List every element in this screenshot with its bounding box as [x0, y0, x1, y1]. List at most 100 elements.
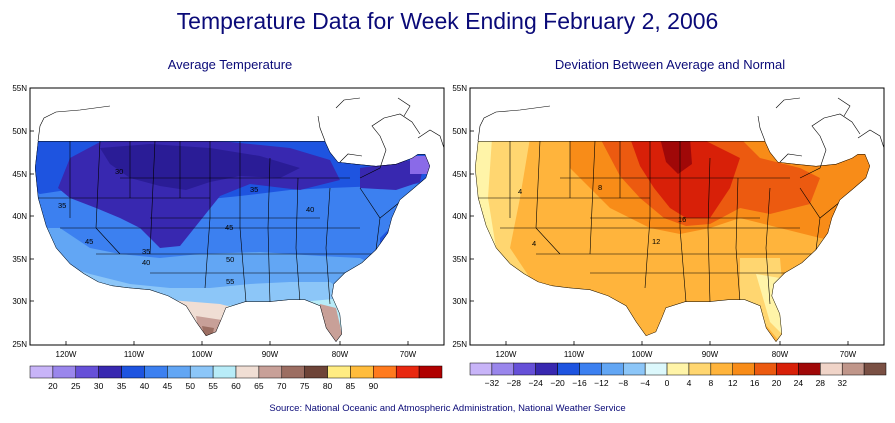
legend-label: 0	[665, 378, 670, 388]
svg-text:90W: 90W	[262, 350, 279, 359]
legend-label: −20	[550, 378, 565, 388]
legend-swatch	[99, 366, 122, 378]
legend-swatch	[579, 363, 601, 375]
legend-label: 45	[163, 381, 173, 391]
svg-text:40: 40	[306, 205, 314, 214]
average-temperature-legend: 20 25 30 35 40 45 50 55 60 65 70 75 80 85 90	[30, 366, 442, 391]
legend-swatch	[350, 366, 373, 378]
svg-text:50N: 50N	[12, 127, 27, 136]
legend-swatch	[558, 363, 580, 375]
legend-label: 8	[708, 378, 713, 388]
svg-text:4: 4	[532, 239, 536, 248]
svg-text:45N: 45N	[12, 170, 27, 179]
legend-label: 24	[794, 378, 804, 388]
legend-swatch	[623, 363, 645, 375]
legend-swatch	[470, 363, 492, 375]
svg-text:40N: 40N	[452, 212, 467, 221]
legend-swatch	[419, 366, 442, 378]
deviation-map: 4 4 8 16 12 55N 50N 45N 40N 35N 30N 25N …	[440, 78, 895, 408]
longitude-ticks: 120W 110W 100W 90W 80W 70W	[56, 350, 417, 359]
legend-label: 32	[837, 378, 847, 388]
svg-text:4: 4	[518, 187, 522, 196]
legend-swatch	[842, 363, 864, 375]
svg-text:35N: 35N	[12, 255, 27, 264]
legend-swatch	[53, 366, 76, 378]
svg-text:55N: 55N	[452, 84, 467, 93]
svg-text:30N: 30N	[452, 297, 467, 306]
legend-label: 4	[687, 378, 692, 388]
svg-text:50N: 50N	[452, 127, 467, 136]
legend-label: 50	[185, 381, 195, 391]
svg-text:55: 55	[226, 277, 234, 286]
svg-text:25N: 25N	[12, 340, 27, 349]
svg-text:25N: 25N	[452, 340, 467, 349]
average-temperature-map: 30 35 35 40 45 45 35 40 50 55 55N 50N 45…	[0, 78, 448, 408]
legend-swatch	[864, 363, 886, 375]
legend-swatch	[601, 363, 623, 375]
svg-text:70W: 70W	[400, 350, 417, 359]
svg-text:80W: 80W	[332, 350, 349, 359]
legend-swatch	[711, 363, 733, 375]
legend-swatch	[667, 363, 689, 375]
svg-text:100W: 100W	[632, 350, 653, 359]
source-note: Source: National Oceanic and Atmospheric…	[0, 403, 895, 414]
legend-label: 20	[772, 378, 782, 388]
legend-swatch	[820, 363, 842, 375]
legend-label: 90	[369, 381, 379, 391]
svg-text:45: 45	[225, 223, 233, 232]
legend-swatch	[122, 366, 145, 378]
legend-label: 60	[231, 381, 241, 391]
legend-label: 65	[254, 381, 264, 391]
latitude-ticks: 55N 50N 45N 40N 35N 30N 25N	[12, 84, 27, 349]
svg-text:8: 8	[598, 183, 602, 192]
svg-text:110W: 110W	[124, 350, 145, 359]
legend-label: −24	[528, 378, 543, 388]
svg-text:50: 50	[226, 255, 234, 264]
legend-label: −4	[640, 378, 650, 388]
longitude-ticks: 120W 110W 100W 90W 80W 70W	[496, 350, 857, 359]
legend-swatch	[755, 363, 777, 375]
legend-swatch	[144, 366, 167, 378]
svg-text:120W: 120W	[56, 350, 77, 359]
legend-swatch	[282, 366, 305, 378]
map-title-deviation: Deviation Between Average and Normal	[470, 57, 870, 72]
legend-swatch	[492, 363, 514, 375]
legend-swatch	[328, 366, 351, 378]
legend-label: 40	[140, 381, 150, 391]
legend-label: 28	[816, 378, 826, 388]
legend-swatch	[259, 366, 282, 378]
legend-swatch	[777, 363, 799, 375]
svg-text:70W: 70W	[840, 350, 857, 359]
svg-text:30N: 30N	[12, 297, 27, 306]
legend-swatch	[213, 366, 236, 378]
svg-text:12: 12	[652, 237, 660, 246]
legend-label: 75	[300, 381, 310, 391]
legend-swatch	[645, 363, 667, 375]
legend-label: 35	[117, 381, 127, 391]
svg-text:55N: 55N	[12, 84, 27, 93]
deviation-legend: −32 −28 −24 −20 −16 −12 −8 −4 0 4 8 12 16 20 24 28 32	[470, 363, 886, 388]
svg-text:100W: 100W	[192, 350, 213, 359]
svg-text:40N: 40N	[12, 212, 27, 221]
latitude-ticks: 55N 50N 45N 40N 35N 30N 25N	[452, 84, 467, 349]
legend-label: −28	[507, 378, 522, 388]
legend-label: 25	[71, 381, 81, 391]
svg-text:30: 30	[115, 167, 123, 176]
legend-label: −16	[572, 378, 587, 388]
map-title-average: Average Temperature	[30, 57, 430, 72]
legend-swatch	[689, 363, 711, 375]
svg-text:35: 35	[250, 185, 258, 194]
legend-swatch	[236, 366, 259, 378]
legend-label: 85	[346, 381, 356, 391]
legend-label: 55	[208, 381, 218, 391]
legend-swatch	[798, 363, 820, 375]
legend-swatch	[733, 363, 755, 375]
legend-swatch	[396, 366, 419, 378]
legend-swatch	[373, 366, 396, 378]
legend-swatch	[30, 366, 53, 378]
legend-label: −32	[485, 378, 500, 388]
svg-text:45: 45	[85, 237, 93, 246]
legend-label: 16	[750, 378, 760, 388]
legend-swatch	[514, 363, 536, 375]
legend-swatch	[190, 366, 213, 378]
